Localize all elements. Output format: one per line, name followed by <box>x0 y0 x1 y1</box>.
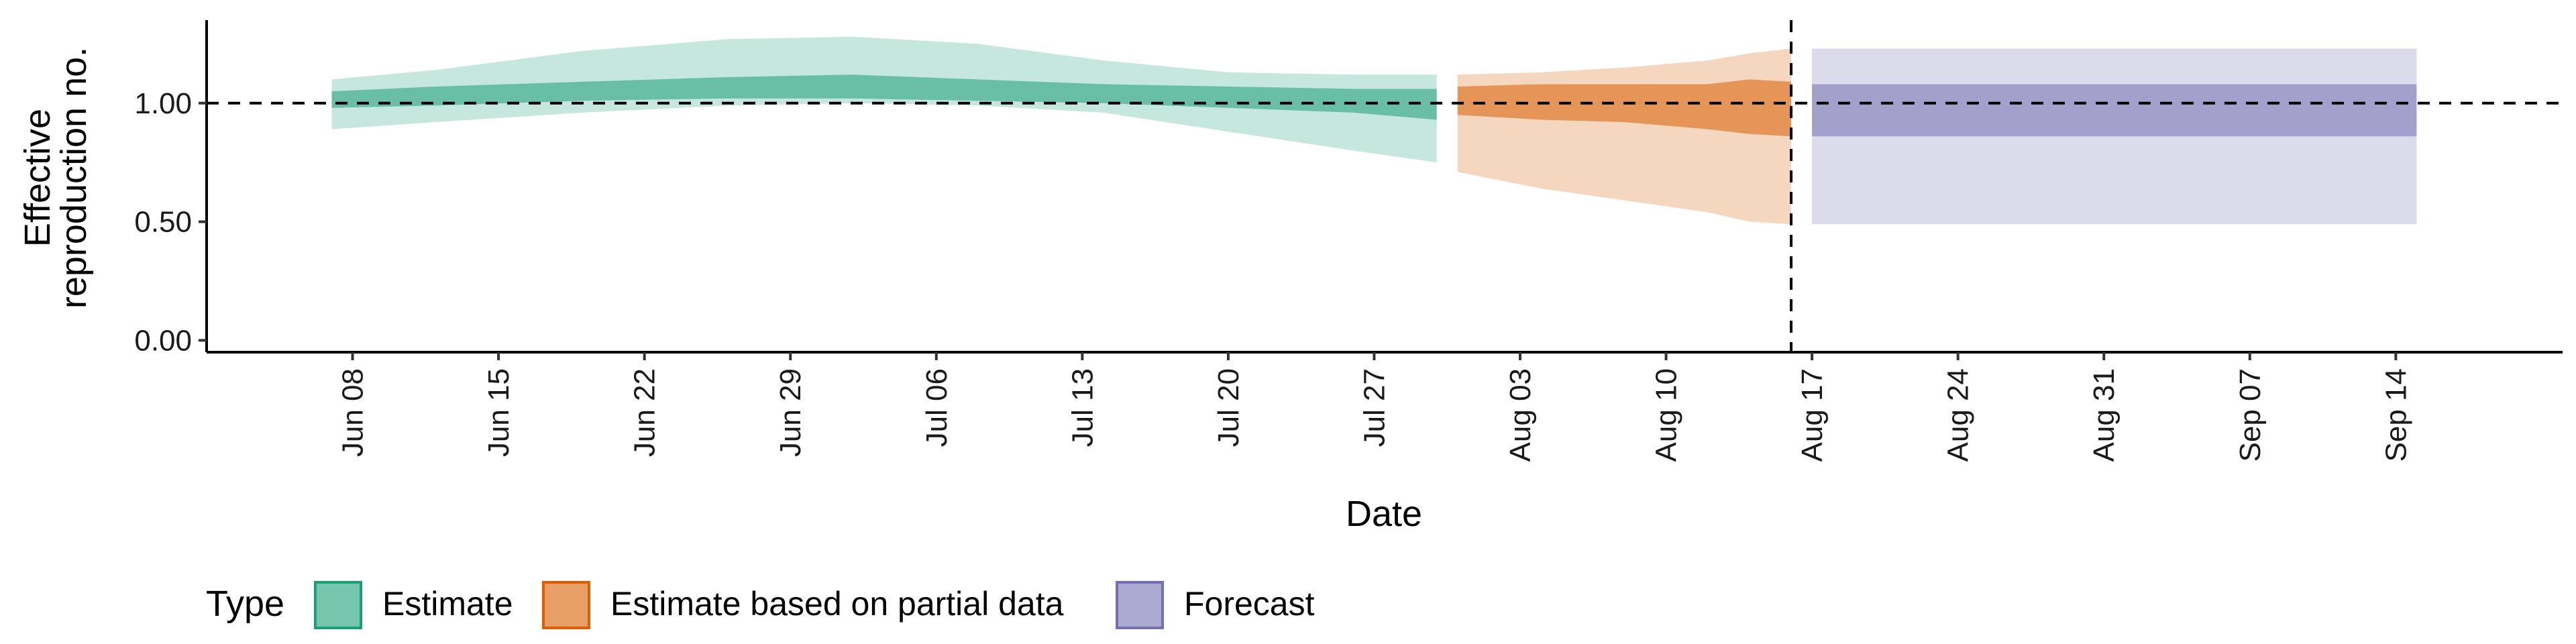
legend: Type Estimate Estimate based on partial d… <box>206 581 1315 629</box>
legend-label-forecast: Forecast <box>1184 585 1315 623</box>
y-tick-label: 0.00 <box>134 324 192 357</box>
y-axis-title-line-1: Effective <box>17 109 58 247</box>
x-tick-label: Aug 17 <box>1796 368 1829 462</box>
x-tick-label: Jun 08 <box>337 368 370 457</box>
x-axis-ticks: Jun 08 Jun 15 Jun 22 Jun 29 Jul 06 Jul 13 Jul … <box>337 352 2412 462</box>
x-tick-label: Aug 10 <box>1650 368 1683 462</box>
estimate-based-on-partial-data-outer-band <box>1457 48 1792 225</box>
legend-label-estimate: Estimate <box>382 585 513 623</box>
x-tick-label: Jul 20 <box>1212 368 1245 447</box>
y-axis-ticks: 0.00 0.50 1.00 <box>134 87 207 357</box>
ribbon-layer <box>331 36 2417 225</box>
legend-swatch-estimate <box>314 581 362 629</box>
x-tick-label: Sep 14 <box>2379 368 2412 462</box>
legend-title: Type <box>206 584 284 624</box>
estimate-inner-band <box>331 74 1437 120</box>
x-tick-label: Aug 31 <box>2088 368 2121 462</box>
x-tick-label: Jun 15 <box>482 368 515 457</box>
x-tick-label: Jun 22 <box>629 368 661 457</box>
x-tick-label: Jul 27 <box>1358 368 1391 447</box>
forecast-inner-band <box>1812 84 2417 137</box>
y-tick-label: 0.50 <box>134 206 192 239</box>
x-tick-label: Jul 06 <box>920 368 953 447</box>
x-tick-label: Jul 13 <box>1066 368 1099 447</box>
y-tick-label: 1.00 <box>134 87 192 120</box>
legend-label-estimate-based-on-partial-data: Estimate based on partial data <box>610 585 1064 623</box>
legend-swatch-forecast <box>1116 581 1164 629</box>
x-axis-title: Date <box>1346 494 1422 534</box>
x-tick-label: Aug 24 <box>1942 368 1975 462</box>
y-axis-title-line-2: reproduction no. <box>54 47 94 309</box>
x-tick-label: Jun 29 <box>774 368 807 457</box>
x-tick-label: Aug 03 <box>1504 368 1537 462</box>
estimate-outer-band <box>331 36 1437 163</box>
x-tick-label: Sep 07 <box>2234 368 2267 462</box>
legend-swatch-estimate-based-on-partial-data <box>542 581 590 629</box>
estimate-based-on-partial-data-inner-band <box>1457 79 1792 137</box>
